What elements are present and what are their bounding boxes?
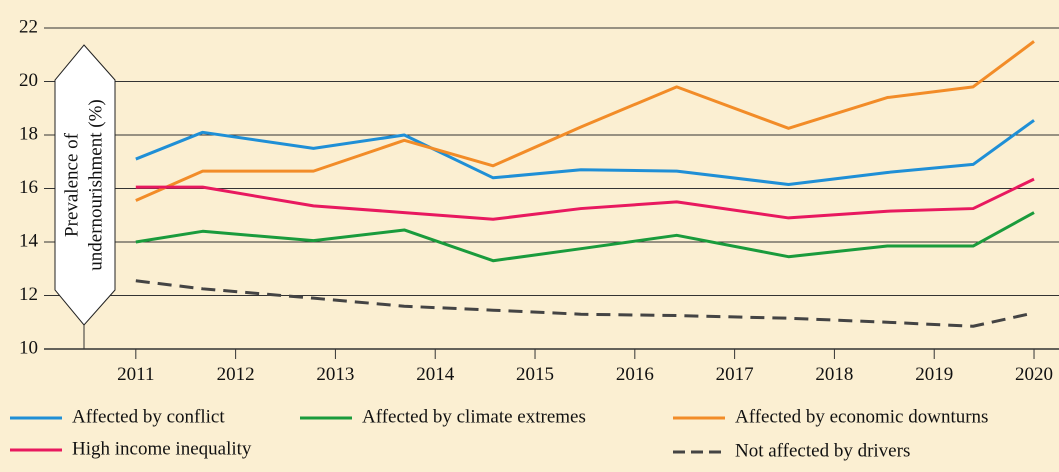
y-tick-label: 12 (19, 284, 38, 305)
y-tick-label: 20 (19, 70, 38, 91)
ylabel-badge (54, 44, 116, 326)
x-tick-label: 2016 (616, 364, 654, 385)
series-line (135, 177, 1035, 221)
x-tick-label: 2017 (716, 364, 754, 385)
x-tick-label: 2013 (316, 364, 354, 385)
y-tick-label: 22 (19, 16, 38, 37)
series-line (135, 211, 1035, 263)
series-line (135, 40, 1035, 202)
x-tick-label: 2018 (815, 364, 853, 385)
x-tick-label: 2012 (217, 364, 255, 385)
x-tick-label: 2014 (416, 364, 455, 385)
y-tick-label: 18 (19, 123, 38, 144)
x-tick-label: 2015 (516, 364, 554, 385)
legend-label: Not affected by drivers (735, 440, 910, 461)
legend-label: High income inequality (72, 438, 252, 459)
ylabel: Prevalence of undernourishment (%) (61, 99, 106, 270)
y-tick-label: 16 (19, 177, 38, 198)
y-tick-label: 10 (19, 337, 38, 358)
x-tick-label: 2019 (915, 364, 953, 385)
x-tick-label: 2020 (1015, 364, 1053, 385)
x-tick-label: 2011 (117, 364, 154, 385)
legend-label: Affected by conflict (72, 406, 225, 427)
y-tick-label: 14 (19, 230, 39, 251)
series-line (135, 279, 1035, 328)
legend-label: Affected by climate extremes (362, 406, 586, 427)
legend-label: Affected by economic downturns (735, 406, 988, 427)
ylabel-line: Prevalence of (61, 132, 82, 237)
series-line (135, 119, 1035, 186)
ylabel-line: undernourishment (%) (85, 99, 106, 270)
